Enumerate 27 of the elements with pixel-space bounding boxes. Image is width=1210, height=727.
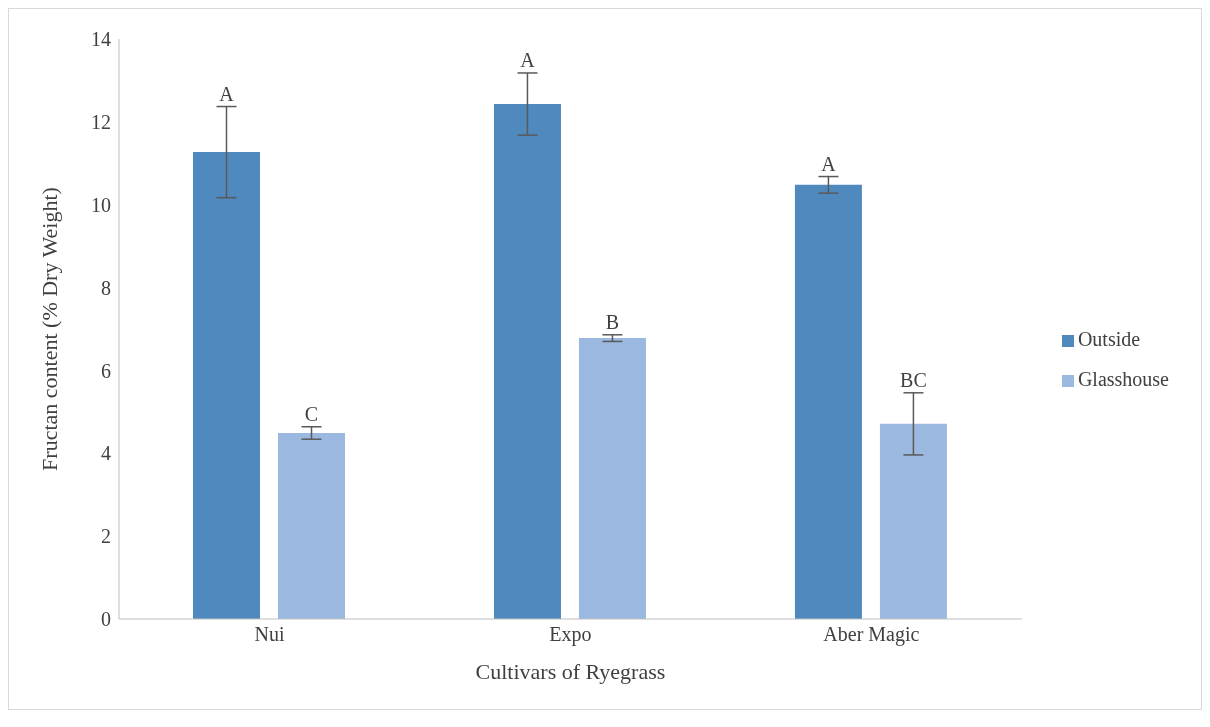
bar (794, 184, 862, 619)
y-tick-label: 10 (91, 193, 111, 216)
x-tick-label: Expo (549, 623, 592, 647)
bar (278, 432, 345, 619)
legend-label: Glasshouse (1077, 368, 1169, 390)
bar (493, 104, 561, 619)
y-tick-label: 8 (101, 276, 111, 299)
x-axis-title: Cultivars of Ryegrass (475, 659, 666, 684)
y-tick-label: 14 (91, 28, 111, 51)
annotation: BC (900, 368, 927, 391)
y-axis-title: Fructan content (% Dry Weight) (36, 187, 62, 471)
y-tick-label: 4 (101, 442, 111, 465)
annotation: A (520, 48, 536, 71)
y-tick-label: 2 (101, 525, 111, 548)
y-tick-label: 12 (91, 110, 111, 133)
annotation: A (219, 82, 235, 105)
x-tick-label: Nui (254, 623, 285, 646)
y-tick-label: 6 (101, 359, 111, 382)
annotation: B (605, 310, 620, 333)
bar (193, 152, 260, 619)
bar (879, 423, 947, 619)
annotation: C (304, 402, 319, 425)
bar (578, 338, 646, 619)
x-tick-label: Aber Magic (823, 623, 920, 647)
y-tick-label: 0 (101, 608, 111, 631)
legend-label: Outside (1077, 328, 1141, 350)
annotation: A (821, 152, 837, 175)
